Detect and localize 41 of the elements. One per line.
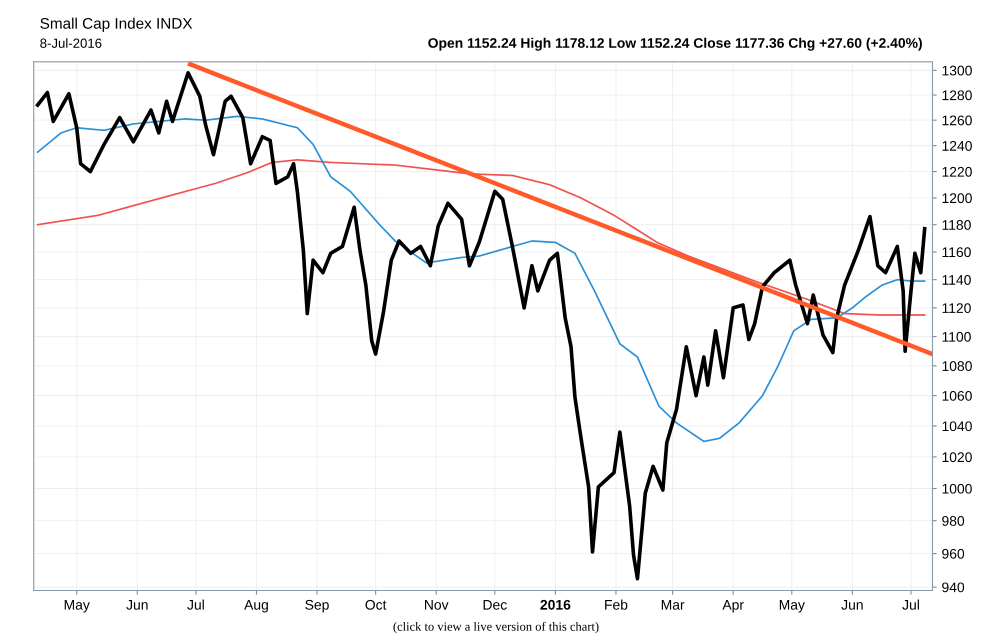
y-tick-label: 1020 (942, 452, 972, 462)
y-tick-label: 1220 (942, 166, 972, 177)
y-tick-label: 1260 (942, 115, 972, 126)
x-tick-label: Jun (126, 600, 148, 610)
y-tick-label: 960 (942, 548, 964, 559)
x-tick-label: Dec (484, 600, 507, 610)
x-tick-label: 2016 (540, 600, 570, 610)
x-tick-label: Jul (902, 600, 919, 610)
x-tick-label: May (64, 600, 90, 612)
text: (click to view a live version of this chart) (393, 622, 599, 634)
y-tick-label: 1100 (942, 332, 971, 342)
y-tick-label: 1060 (942, 390, 972, 401)
line-series (36, 159, 926, 316)
x-tick-label: Sep (305, 600, 329, 612)
y-tick-label: 1180 (942, 220, 971, 230)
line-series (36, 70, 926, 580)
y-tick-label: 1120 (942, 303, 971, 314)
y-tick-label: 1240 (942, 140, 972, 151)
x-tick-label: Oct (366, 600, 386, 610)
y-tick-label: 1080 (942, 361, 972, 372)
x-tick-label: Jul (187, 600, 204, 610)
line-series (36, 116, 926, 442)
y-tick-label: 1140 (942, 275, 971, 285)
y-tick-label: 1040 (942, 421, 972, 432)
y-tick-label: 940 (942, 582, 964, 592)
x-tick-label: Aug (244, 600, 268, 612)
x-tick-label: Nov (425, 600, 449, 610)
x-tick-label: May (780, 600, 805, 612)
y-tick-label: 1000 (942, 484, 972, 494)
text: Open 1152.24 High 1178.12 Low 1152.24 Close 1177.36 Chg +27.60 (+2.40%) (428, 38, 922, 51)
y-tick-label: 1160 (942, 247, 971, 258)
chart-title: Small Cap Index INDX (40, 18, 192, 32)
text: 8-Jul-2016 (40, 38, 102, 48)
y-tick-label: 1200 (942, 193, 972, 204)
y-tick-label: 980 (942, 516, 964, 526)
x-tick-label: Jun (841, 600, 863, 610)
x-tick-label: Feb (605, 600, 628, 610)
x-tick-label: Mar (662, 600, 684, 610)
x-tick-label: Apr (722, 600, 744, 612)
y-tick-label: 1280 (942, 90, 972, 100)
y-tick-label: 1300 (942, 66, 972, 76)
